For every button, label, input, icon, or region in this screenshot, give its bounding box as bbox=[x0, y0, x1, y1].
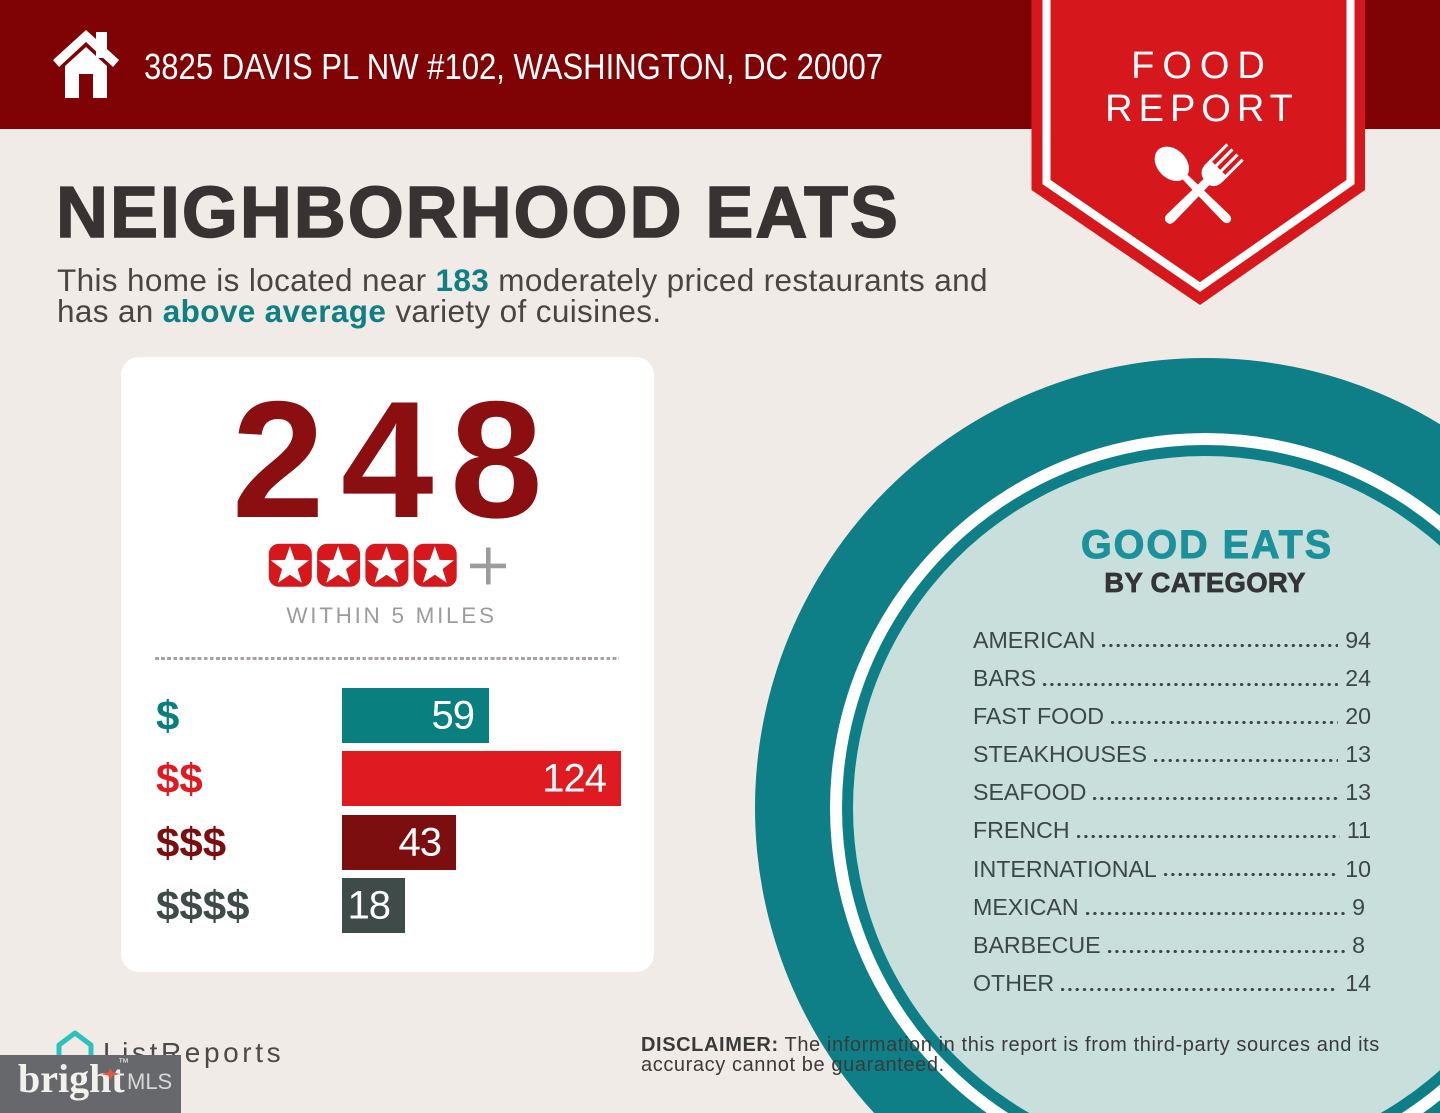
svg-text:FOOD: FOOD bbox=[1131, 45, 1273, 87]
svg-text:REPORT: REPORT bbox=[1105, 88, 1299, 130]
